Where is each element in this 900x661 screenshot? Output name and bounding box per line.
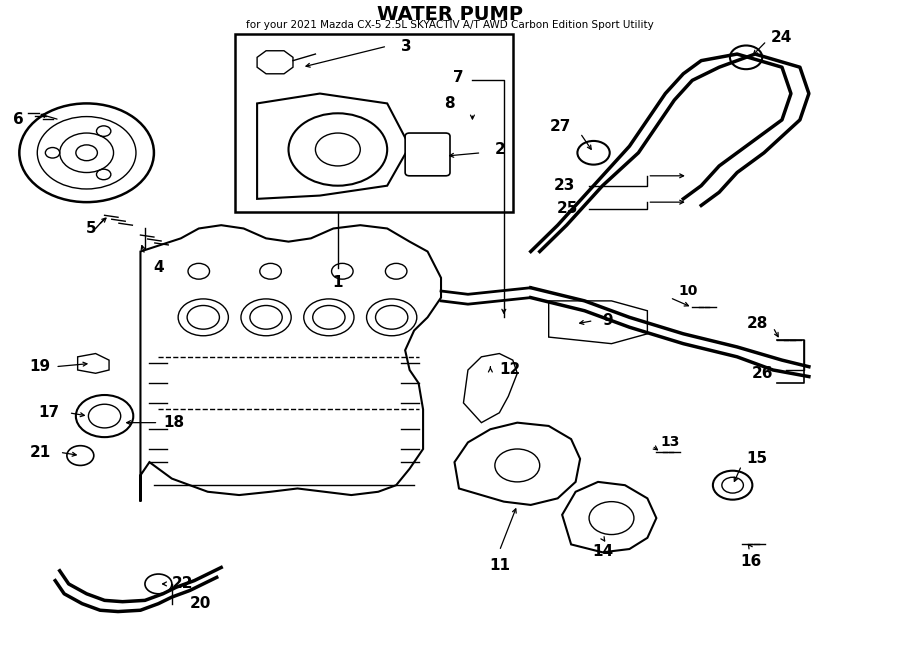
Text: 22: 22 — [172, 576, 194, 592]
Text: 25: 25 — [557, 201, 579, 216]
Text: 10: 10 — [679, 284, 698, 298]
Text: 17: 17 — [39, 405, 59, 420]
Text: 23: 23 — [554, 178, 576, 193]
Text: 21: 21 — [30, 445, 50, 460]
Text: 6: 6 — [14, 112, 23, 128]
Text: WATER PUMP: WATER PUMP — [377, 5, 523, 24]
Text: 3: 3 — [400, 38, 411, 54]
Text: 13: 13 — [661, 436, 680, 449]
Text: for your 2021 Mazda CX-5 2.5L SKYACTIV A/T AWD Carbon Edition Sport Utility: for your 2021 Mazda CX-5 2.5L SKYACTIV A… — [246, 20, 654, 30]
Text: 24: 24 — [771, 30, 793, 45]
Text: 11: 11 — [489, 558, 509, 572]
Text: 1: 1 — [333, 274, 343, 290]
Text: 12: 12 — [500, 362, 520, 377]
Text: 28: 28 — [747, 317, 769, 331]
Text: 15: 15 — [746, 451, 767, 467]
Text: 9: 9 — [602, 313, 613, 328]
Bar — [235, 34, 513, 212]
Text: 8: 8 — [444, 96, 454, 111]
Text: 18: 18 — [163, 415, 184, 430]
Text: 14: 14 — [592, 545, 613, 559]
Text: 7: 7 — [453, 69, 464, 85]
Text: 19: 19 — [30, 359, 50, 374]
Text: 5: 5 — [86, 221, 96, 236]
FancyBboxPatch shape — [405, 133, 450, 176]
Text: 26: 26 — [752, 366, 773, 381]
Text: 4: 4 — [153, 260, 164, 276]
Text: 20: 20 — [190, 596, 212, 611]
Text: 27: 27 — [550, 119, 572, 134]
Text: 16: 16 — [740, 555, 761, 569]
Text: 2: 2 — [495, 142, 506, 157]
